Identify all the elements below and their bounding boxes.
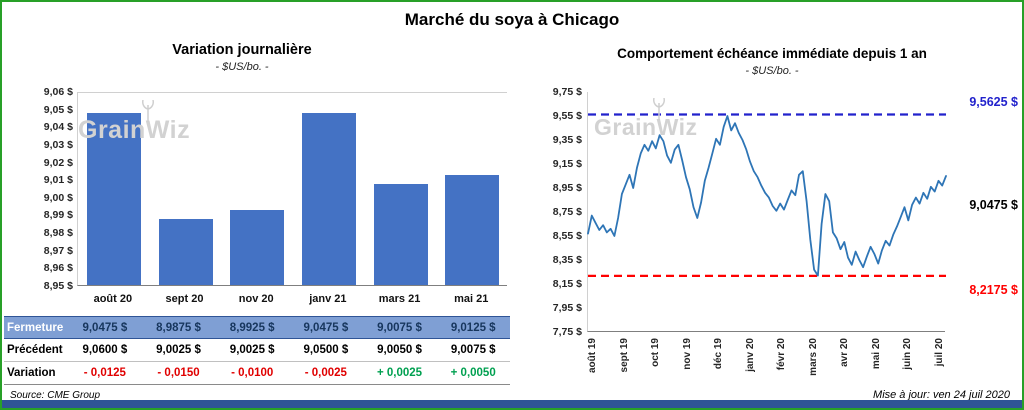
line-x-label: mars 20: [807, 338, 819, 376]
bar-chart-title: Variation journalière: [172, 42, 312, 58]
line-y-tick-label: 7,75 $: [552, 326, 582, 338]
table-cell: 9,0475 $: [82, 321, 128, 334]
table-cell: + 0,0050: [450, 367, 496, 379]
table-cell: 9,0025 $: [156, 344, 201, 356]
bar-x-label: nov 20: [238, 293, 274, 305]
bar-x-label: sept 20: [165, 293, 204, 305]
bar-x-label: janv 21: [309, 293, 347, 305]
line-y-tick-label: 8,15 $: [552, 278, 582, 290]
bar-sept-20: [158, 218, 213, 285]
line-y-tick-label: 9,55 $: [552, 110, 582, 122]
line-x-label: août 19: [587, 338, 598, 374]
bar-chart-x-axis: août 20 sept 20 nov 20 janv 21 mars 21 mai 21: [77, 293, 507, 305]
bar-y-tick-label: 9,06 $: [43, 86, 73, 98]
line-chart-title: Comportement échéance immédiate depuis 1…: [617, 46, 927, 61]
table-cell: - 0,0150: [157, 367, 200, 379]
source-note: Source: CME Group: [10, 390, 101, 401]
table-cell: 8,9925 $: [229, 321, 275, 334]
high-ref-label: 9,5625 $: [969, 94, 1018, 109]
bar-y-tick-label: 8,95 $: [43, 280, 73, 292]
price-table: Fermeture 9,0475 $ 8,9875 $ 8,9925 $ 9,0475 …: [4, 316, 510, 385]
updated-note: Mise à jour: ven 24 juil 2020: [873, 389, 1010, 401]
table-cell: 9,0075 $: [377, 321, 422, 334]
line-y-tick-label: 8,95 $: [552, 182, 582, 194]
line-y-tick-label: 8,75 $: [552, 206, 582, 218]
line-x-label: juil 20: [933, 338, 945, 367]
bar-janv-21: [301, 113, 356, 285]
line-x-label: nov 19: [681, 338, 693, 370]
bottom-bar: [2, 400, 1022, 408]
bar-y-tick-label: 8,97 $: [43, 244, 73, 257]
line-x-label: avr 20: [839, 338, 850, 367]
row-label: Précédent: [7, 344, 63, 356]
bar-y-tick-label: 9,02 $: [43, 156, 73, 169]
bar-y-tick-label: 8,98 $: [43, 227, 73, 240]
bar-chart-y-axis: 9,06 $ 9,05 $ 9,04 $ 9,03 $ 9,02 $ 9,01 $ 9,00…: [28, 86, 73, 292]
table-cell: 9,0500 $: [303, 344, 349, 356]
low-ref-label: 8,2175 $: [969, 282, 1018, 297]
table-cell: 9,0025 $: [229, 344, 275, 356]
bar-mars-21: [373, 183, 428, 285]
table-cell: 8,9875 $: [156, 321, 201, 334]
line-x-label: févr 20: [776, 338, 787, 371]
table-cell: - 0,0100: [231, 367, 274, 379]
bar-y-tick-label: 9,03 $: [43, 138, 73, 151]
line-chart-y-axis: 9,75 $ 9,55 $ 9,35 $ 9,15 $ 8,95 $ 8,75 $ 8,55…: [534, 86, 582, 338]
table-cell: 9,0600 $: [82, 344, 128, 356]
line-x-label: déc 19: [713, 338, 724, 370]
last-price-label: 9,0475 $: [969, 198, 1018, 213]
line-y-tick-label: 8,35 $: [552, 254, 582, 266]
bar-mai-21: [445, 174, 500, 285]
table-cell: 9,0475 $: [303, 321, 349, 334]
bar-y-tick-label: 9,00 $: [43, 191, 73, 204]
price-line: [587, 115, 947, 277]
line-y-tick-label: 9,75 $: [552, 86, 582, 98]
bar-x-label: août 20: [93, 293, 133, 305]
line-y-tick-label: 7,95 $: [552, 302, 582, 314]
row-label: Fermeture: [7, 321, 64, 334]
table-row-previous: Précédent 9,0600 $ 9,0025 $ 9,0025 $ 9,0500 …: [4, 339, 510, 362]
line-chart-subtitle: - $US/bo. -: [745, 65, 799, 77]
line-chart-x-axis: août 19 sept 19 oct 19 nov 19 déc 19 janv 20 f…: [587, 333, 945, 389]
bar-août-20: [86, 113, 141, 285]
bar-y-tick-label: 8,96 $: [43, 262, 73, 275]
line-x-label: oct 19: [650, 338, 661, 367]
table-cell: 9,0050 $: [377, 344, 422, 356]
bar-nov-20: [230, 210, 285, 285]
line-chart-svg: [587, 113, 947, 277]
table-cell: + 0,0025: [376, 367, 423, 379]
row-label: Variation: [7, 367, 56, 379]
table-cell: 9,0125 $: [450, 321, 496, 334]
line-y-tick-label: 9,15 $: [552, 158, 582, 170]
table-cell: - 0,0025: [304, 367, 347, 379]
line-chart-plot: 9,5625 $ 8,2175 $ 9,0475 $: [587, 92, 1018, 332]
bar-y-tick-label: 9,04 $: [43, 121, 73, 134]
table-cell: 9,0075 $: [450, 344, 496, 356]
table-cell: - 0,0125: [83, 367, 126, 379]
bar-y-tick-label: 8,99 $: [43, 209, 73, 222]
line-x-label: mai 20: [870, 338, 882, 370]
bar-x-label: mars 21: [378, 293, 421, 305]
bar-chart-subtitle: - $US/bo. -: [215, 61, 269, 73]
bar-x-label: mai 21: [454, 293, 489, 305]
bar-y-tick-label: 9,01 $: [43, 174, 73, 187]
bar-chart-plot: [77, 92, 507, 286]
line-x-label: sept 19: [618, 338, 630, 373]
line-x-label: juin 20: [902, 338, 913, 370]
line-x-label: janv 20: [744, 338, 756, 372]
line-y-tick-label: 9,35 $: [552, 134, 582, 146]
table-row-close: Fermeture 9,0475 $ 8,9875 $ 8,9925 $ 9,0475 …: [4, 316, 510, 339]
bar-y-tick-label: 9,05 $: [43, 103, 73, 116]
page-title: Marché du soya à Chicago: [404, 10, 620, 29]
line-y-tick-label: 8,55 $: [552, 230, 582, 242]
table-row-variation: Variation - 0,0125 - 0,0150 - 0,0100 - 0,002…: [4, 362, 510, 385]
